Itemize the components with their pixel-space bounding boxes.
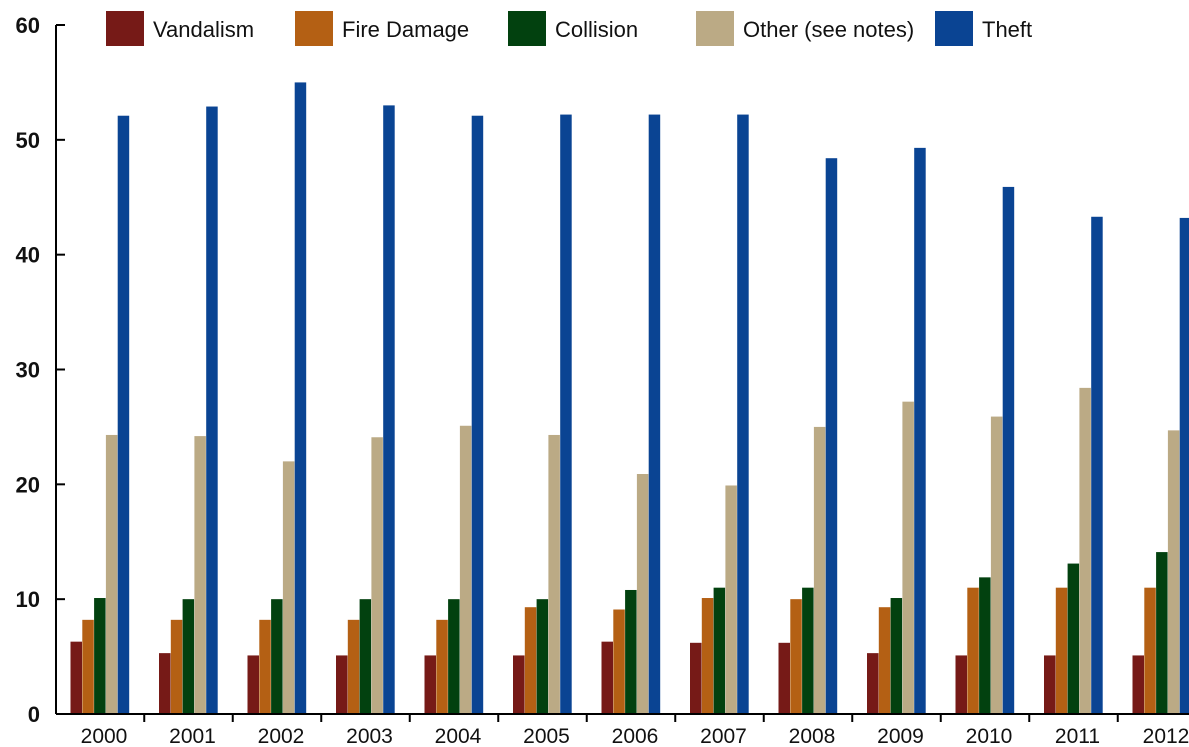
bar-fire-damage-2002 <box>259 619 271 714</box>
bar-other-see-notes-2005 <box>548 434 560 714</box>
x-tick-label-2012: 2012 <box>1143 725 1189 747</box>
x-tick-label-2001: 2001 <box>169 725 216 747</box>
legend-label-theft: Theft <box>982 17 1032 42</box>
bar-other-see-notes-2002 <box>282 461 295 714</box>
bar-other-see-notes-2007 <box>725 485 737 714</box>
y-tick-label: 30 <box>16 358 40 383</box>
legend-label-collision: Collision <box>555 17 638 42</box>
bar-vandalism-2004 <box>424 655 436 714</box>
bar-vandalism-2007 <box>690 642 702 714</box>
x-tick-label-2003: 2003 <box>346 725 393 747</box>
bar-vandalism-2012 <box>1132 655 1144 714</box>
y-tick-label: 50 <box>16 128 40 153</box>
bar-theft-2010 <box>1002 186 1015 715</box>
y-tick-label: 10 <box>16 587 40 612</box>
bar-collision-2002 <box>271 599 283 714</box>
bar-collision-2012 <box>1156 552 1168 714</box>
bar-theft-2008 <box>825 158 838 714</box>
bar-vandalism-2010 <box>955 655 967 714</box>
bar-collision-2004 <box>448 599 460 714</box>
legend-swatch-vandalism <box>106 11 144 46</box>
bar-fire-damage-2008 <box>790 599 802 714</box>
bar-fire-damage-2011 <box>1055 587 1068 714</box>
bar-other-see-notes-2009 <box>902 401 914 714</box>
x-tick-label-2007: 2007 <box>700 725 747 747</box>
bar-fire-damage-2006 <box>613 609 625 714</box>
y-tick-label: 60 <box>16 13 40 38</box>
bar-vandalism-2009 <box>867 653 879 714</box>
y-tick-label: 0 <box>28 702 40 727</box>
bar-fire-damage-2001 <box>170 619 183 714</box>
bar-other-see-notes-2008 <box>813 426 826 714</box>
bar-collision-2005 <box>536 599 549 714</box>
bar-other-see-notes-2010 <box>990 416 1003 714</box>
legend-swatch-collision <box>508 11 546 46</box>
x-tick-label-2005: 2005 <box>523 725 570 747</box>
bar-other-see-notes-2000 <box>105 434 118 714</box>
legend-label-fire-damage: Fire Damage <box>342 17 469 42</box>
bar-fire-damage-2005 <box>524 607 537 714</box>
y-tick-label: 20 <box>16 472 40 497</box>
bar-other-see-notes-2012 <box>1167 430 1180 714</box>
bar-theft-2000 <box>117 115 130 715</box>
legend: Vandalism Fire Damage Collision Other (see … <box>106 11 1032 46</box>
x-tick-label-2009: 2009 <box>877 725 924 747</box>
bar-fire-damage-2010 <box>967 587 979 714</box>
bar-fire-damage-2007 <box>701 598 714 714</box>
bar-collision-2001 <box>182 599 195 714</box>
y-tick-label: 40 <box>16 243 40 268</box>
bar-theft-2002 <box>294 82 307 714</box>
bar-collision-2008 <box>802 587 814 714</box>
bar-vandalism-2011 <box>1044 655 1056 714</box>
bar-vandalism-2001 <box>159 653 171 714</box>
bar-vandalism-2008 <box>778 642 790 714</box>
x-tick-label-2006: 2006 <box>612 725 659 747</box>
bar-vandalism-2006 <box>601 641 613 714</box>
legend-swatch-fire-damage <box>295 11 333 46</box>
bar-vandalism-2003 <box>336 655 348 714</box>
x-tick-label-2008: 2008 <box>789 725 836 747</box>
bar-other-see-notes-2001 <box>194 436 206 714</box>
bar-fire-damage-2009 <box>878 607 891 714</box>
bar-theft-2006 <box>648 114 661 714</box>
bar-theft-2005 <box>560 114 572 714</box>
bar-other-see-notes-2004 <box>459 425 472 714</box>
bar-vandalism-2005 <box>513 655 525 714</box>
bar-theft-2011 <box>1091 216 1103 714</box>
bar-collision-2000 <box>94 598 106 714</box>
bar-other-see-notes-2006 <box>636 473 649 714</box>
bar-vandalism-2002 <box>247 655 259 714</box>
bar-collision-2011 <box>1067 563 1080 714</box>
bar-vandalism-2000 <box>70 641 82 714</box>
bar-collision-2003 <box>359 599 372 714</box>
bar-theft-2009 <box>914 147 926 714</box>
x-tick-label-2004: 2004 <box>435 725 482 747</box>
bar-fire-damage-2004 <box>436 619 448 714</box>
bar-collision-2009 <box>890 598 903 714</box>
bar-theft-2007 <box>737 114 749 714</box>
bar-theft-2012 <box>1179 217 1189 715</box>
bar-fire-damage-2012 <box>1144 587 1156 714</box>
legend-label-vandalism: Vandalism <box>153 17 254 42</box>
bar-other-see-notes-2003 <box>371 437 383 714</box>
axes: 0 10 20 30 40 50 60 2000 2001 2002 2003 2004 2005 200… <box>16 13 1189 747</box>
x-tick-label-2000: 2000 <box>81 725 128 747</box>
bar-other-see-notes-2011 <box>1079 387 1091 714</box>
bar-theft-2003 <box>383 105 395 715</box>
bar-fire-damage-2000 <box>82 619 94 714</box>
bar-collision-2007 <box>713 587 726 714</box>
x-tick-label-2002: 2002 <box>258 725 305 747</box>
legend-swatch-theft <box>935 11 973 46</box>
x-tick-label-2010: 2010 <box>966 725 1013 747</box>
bars <box>70 82 1189 715</box>
bar-collision-2006 <box>625 589 637 714</box>
bar-theft-2004 <box>471 115 484 715</box>
legend-label-other-see-notes: Other (see notes) <box>743 17 914 42</box>
bar-fire-damage-2003 <box>347 619 360 714</box>
x-tick-label-2011: 2011 <box>1055 725 1100 747</box>
bar-theft-2001 <box>206 106 218 714</box>
bar-collision-2010 <box>979 577 991 714</box>
legend-swatch-other-see-notes <box>696 11 734 46</box>
